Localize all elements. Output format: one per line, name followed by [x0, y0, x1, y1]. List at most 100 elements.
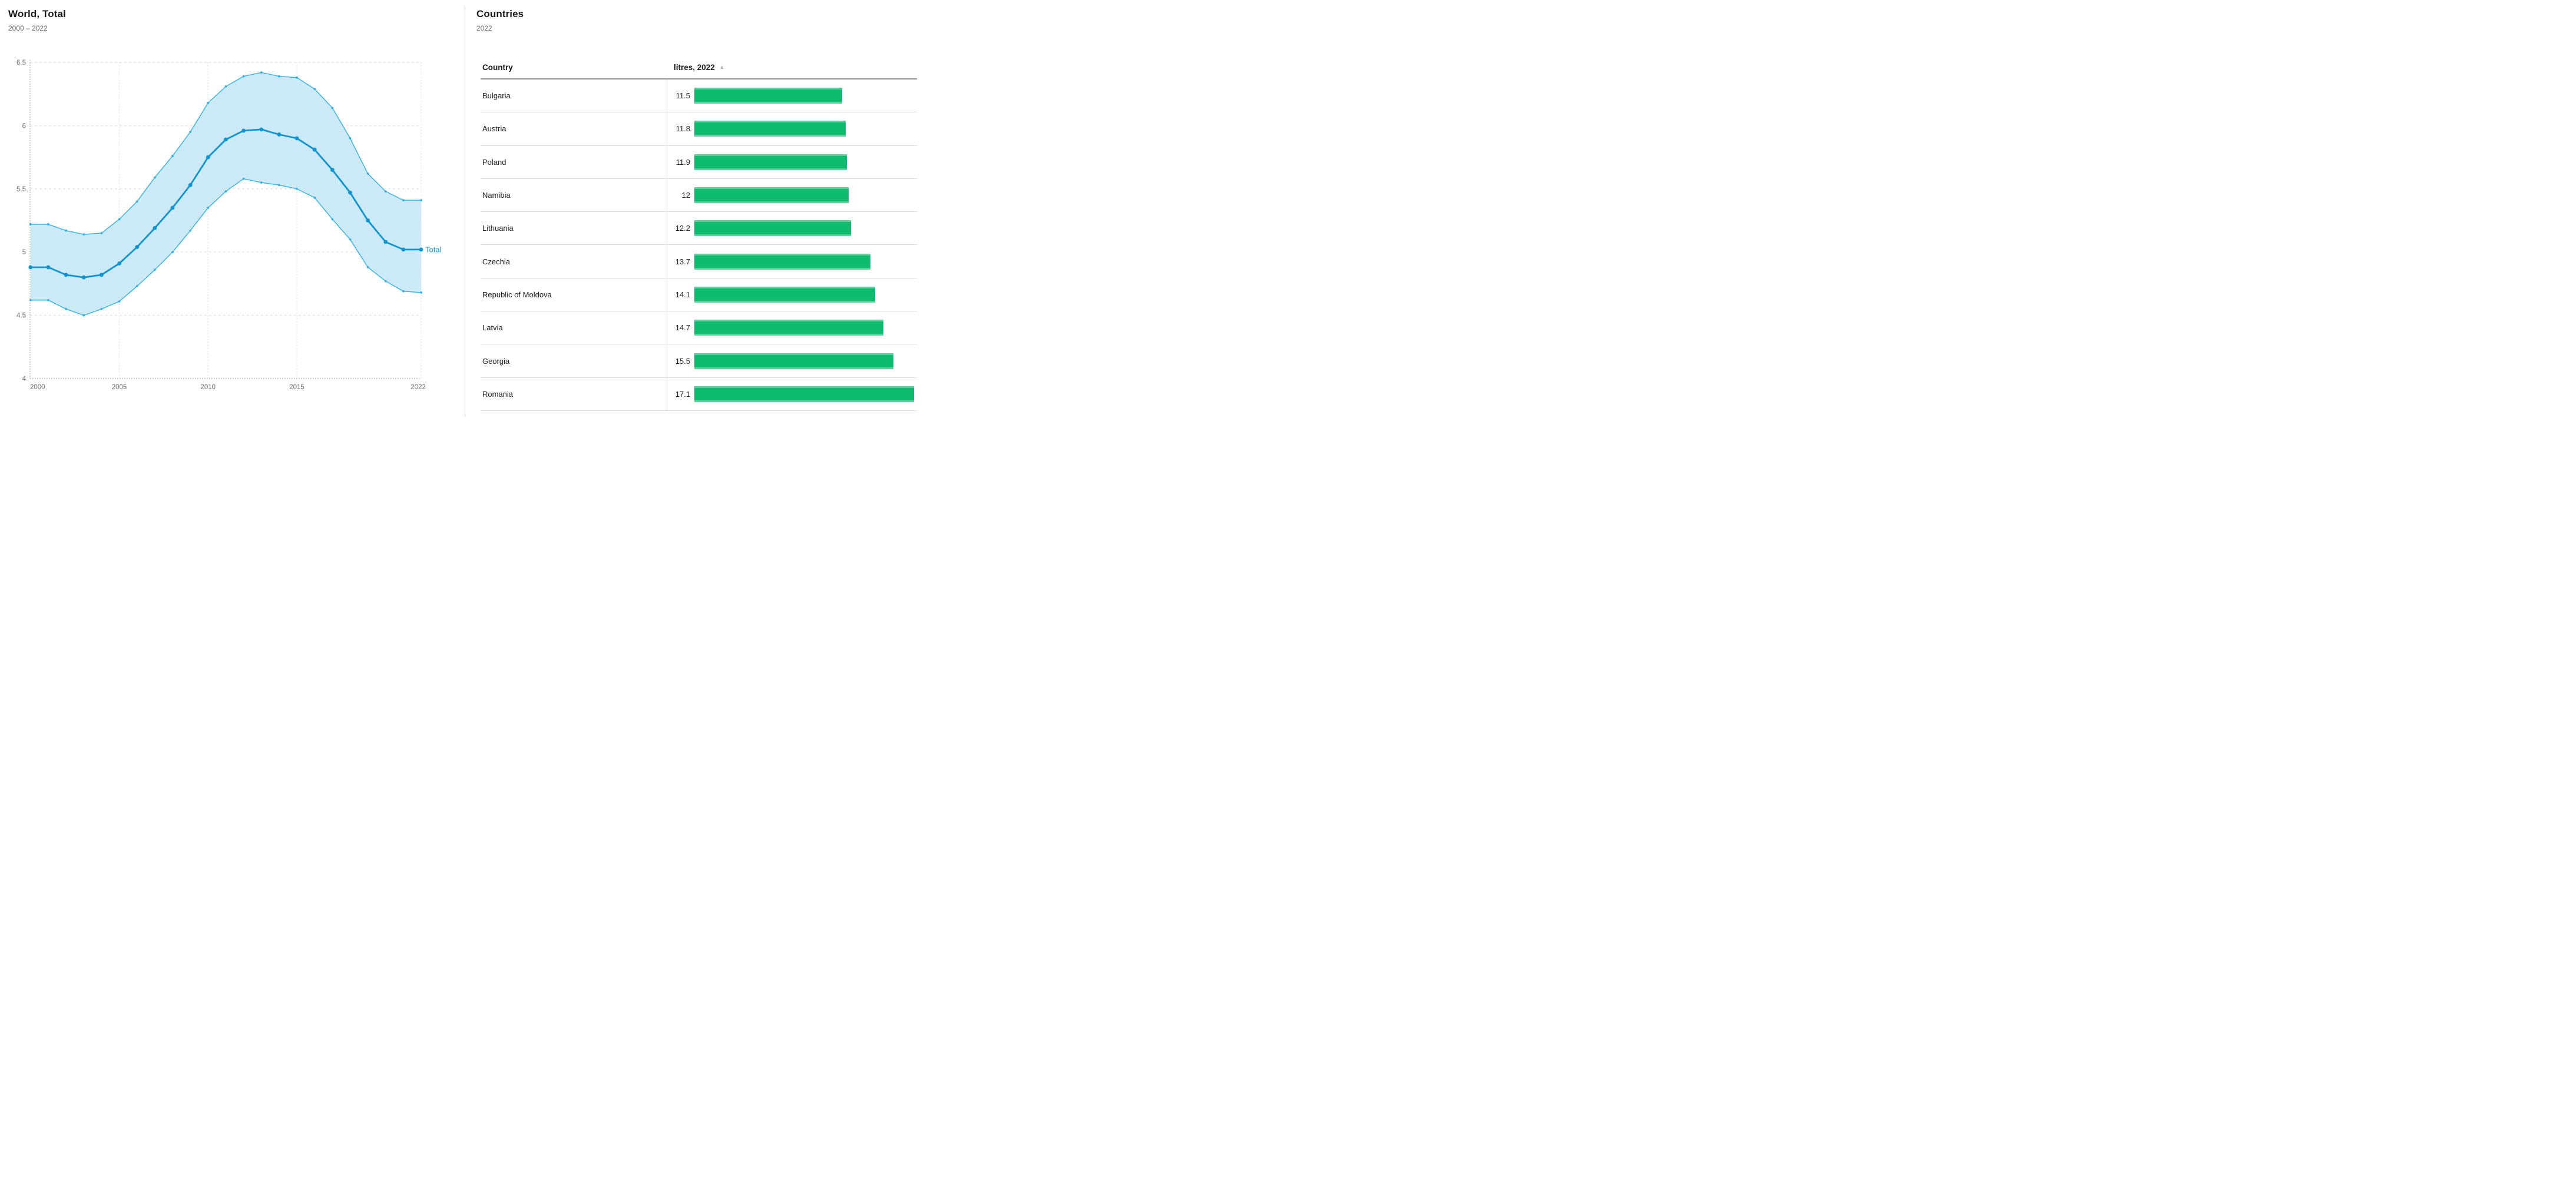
- total-point: [294, 136, 299, 141]
- x-tick-label: 2005: [112, 384, 127, 391]
- total-point: [81, 275, 86, 280]
- bound-point: [296, 187, 298, 190]
- bound-point: [384, 280, 387, 283]
- bound-point: [135, 200, 138, 203]
- litres-value-cell: 15.5: [675, 356, 690, 366]
- table-row[interactable]: Romania 17.1: [481, 377, 917, 411]
- bound-point: [278, 75, 280, 78]
- bound-point: [349, 137, 352, 140]
- total-point: [419, 247, 423, 252]
- bound-point: [313, 88, 316, 91]
- bound-point: [171, 155, 174, 157]
- bound-point: [47, 223, 49, 225]
- bound-point: [65, 307, 67, 310]
- bar-cell: [690, 220, 917, 237]
- bound-point: [118, 218, 121, 221]
- bound-point: [313, 196, 316, 199]
- table-row[interactable]: Namibia 12: [481, 178, 917, 213]
- bound-point: [82, 233, 85, 236]
- country-name-cell: Republic of Moldova: [482, 290, 552, 299]
- table-row[interactable]: Republic of Moldova 14.1: [481, 278, 917, 312]
- table-row[interactable]: Austria 11.8: [481, 112, 917, 146]
- table-row[interactable]: Bulgaria 11.5: [481, 79, 917, 113]
- line-chart-canvas[interactable]: 4 4.5 5 5.5 6 6.5 2000 2005 2010 2015 2022 Total: [0, 0, 465, 421]
- litres-value-cell: 14.7: [675, 323, 690, 333]
- bar-cell: [690, 320, 917, 336]
- value-bar[interactable]: [694, 187, 849, 204]
- x-tick-label: 2010: [201, 384, 216, 391]
- country-name-cell: Poland: [482, 157, 506, 167]
- table-subtitle: 2022: [476, 24, 492, 32]
- bar-cell: [690, 121, 917, 137]
- total-point: [100, 273, 104, 277]
- value-bar[interactable]: [694, 386, 914, 402]
- litres-value-cell: 11.8: [676, 124, 690, 134]
- table-row[interactable]: Poland 11.9: [481, 145, 917, 179]
- value-bar[interactable]: [694, 353, 893, 369]
- table-row[interactable]: Georgia 15.5: [481, 344, 917, 378]
- value-bar[interactable]: [694, 121, 846, 137]
- table-body: Bulgaria 11.5 Austria 11.8 Poland 11.9 N…: [481, 79, 917, 411]
- total-point: [330, 168, 335, 172]
- total-point: [135, 245, 140, 250]
- total-point: [312, 147, 317, 152]
- bound-point: [100, 232, 103, 234]
- bar-cell: [690, 154, 917, 170]
- bar-cell: [690, 187, 917, 204]
- table-row[interactable]: Czechia 13.7: [481, 245, 917, 278]
- bound-point: [402, 199, 405, 202]
- total-point: [28, 265, 33, 270]
- bound-point: [331, 107, 334, 109]
- value-bar[interactable]: [694, 320, 883, 336]
- bound-point: [207, 207, 210, 209]
- total-point: [224, 137, 228, 142]
- total-point: [170, 205, 175, 210]
- country-name-cell: Latvia: [482, 323, 503, 333]
- bound-point: [366, 266, 369, 268]
- bound-point: [224, 85, 227, 88]
- bound-point: [153, 176, 156, 179]
- total-point: [383, 240, 388, 244]
- total-point: [348, 190, 352, 195]
- x-tick-label: 2015: [289, 384, 304, 391]
- litres-value-cell: 12.2: [675, 224, 690, 233]
- column-header-country[interactable]: Country: [482, 63, 513, 72]
- country-name-cell: Georgia: [482, 356, 510, 366]
- country-name-cell: Czechia: [482, 257, 510, 266]
- country-name-cell: Bulgaria: [482, 91, 511, 101]
- bound-point: [278, 184, 280, 187]
- bound-point: [331, 218, 334, 221]
- litres-value-cell: 17.1: [675, 389, 690, 399]
- bound-point: [242, 75, 245, 78]
- bound-point: [366, 172, 369, 175]
- column-header-litres[interactable]: litres, 2022: [674, 63, 715, 72]
- y-tick-label: 5.5: [16, 186, 26, 193]
- uncertainty-band: [30, 72, 422, 316]
- table-row[interactable]: Lithuania 12.2: [481, 212, 917, 245]
- trend-chart-svg[interactable]: 4 4.5 5 5.5 6 6.5 2000 2005 2010 2015 2022 Total: [0, 0, 465, 421]
- table-header-row: Country litres, 2022 ▲: [481, 57, 917, 78]
- bound-point: [100, 307, 103, 310]
- bound-point: [207, 101, 210, 104]
- countries-panel: Countries 2022: [476, 8, 917, 32]
- x-tick-label: 2000: [30, 384, 45, 391]
- value-bar[interactable]: [694, 253, 870, 270]
- sort-ascending-icon[interactable]: ▲: [719, 64, 725, 71]
- litres-value-cell: 11.5: [676, 91, 690, 101]
- bar-cell: [690, 88, 917, 104]
- value-bar[interactable]: [694, 154, 847, 170]
- value-bar[interactable]: [694, 88, 842, 104]
- bound-point: [118, 300, 121, 303]
- table-row[interactable]: Latvia 14.7: [481, 311, 917, 345]
- bound-point: [189, 131, 192, 134]
- value-bar[interactable]: [694, 220, 851, 237]
- bound-point: [224, 190, 227, 193]
- y-tick-label: 4: [22, 376, 27, 383]
- bar-cell: [690, 286, 917, 303]
- bound-point: [29, 223, 32, 225]
- value-bar[interactable]: [694, 286, 876, 303]
- countries-table: Country litres, 2022 ▲ Bulgaria 11.5 Aus…: [481, 57, 917, 411]
- bound-point: [47, 298, 49, 301]
- total-point: [46, 265, 51, 270]
- total-point: [401, 247, 406, 252]
